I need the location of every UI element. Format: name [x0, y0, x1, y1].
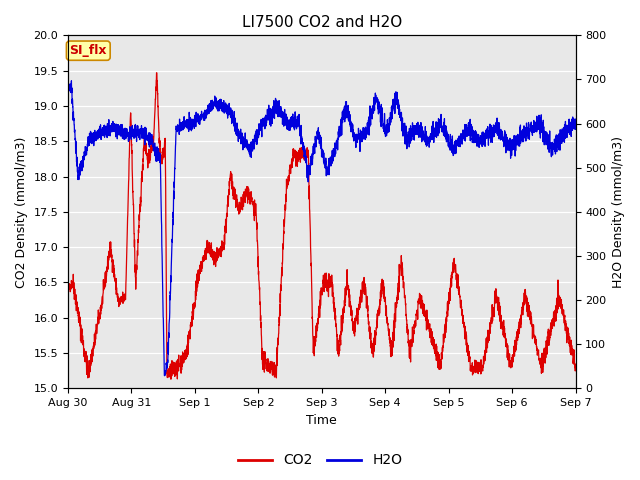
CO2: [152, 87, 160, 93]
Text: SI_flx: SI_flx: [70, 44, 107, 57]
Legend: CO2, H2O: CO2, H2O: [232, 448, 408, 473]
X-axis label: Time: Time: [307, 414, 337, 427]
Y-axis label: H2O Density (mmol/m3): H2O Density (mmol/m3): [612, 136, 625, 288]
Line: H2O: H2O: [68, 81, 575, 376]
CO2: [281, 206, 289, 212]
H2O: [508, 145, 515, 151]
CO2: [508, 358, 515, 364]
CO2: [64, 285, 72, 291]
H2O: [64, 90, 72, 96]
H2O: [161, 373, 168, 379]
CO2: [153, 70, 161, 76]
CO2: [122, 280, 130, 286]
H2O: [152, 158, 160, 164]
CO2: [167, 376, 175, 382]
H2O: [562, 128, 570, 134]
CO2: [562, 321, 570, 327]
H2O: [281, 111, 289, 117]
CO2: [572, 365, 579, 371]
Title: LI7500 CO2 and H2O: LI7500 CO2 and H2O: [242, 15, 402, 30]
H2O: [68, 78, 76, 84]
H2O: [122, 127, 130, 133]
Line: CO2: CO2: [68, 73, 575, 379]
H2O: [259, 120, 267, 126]
H2O: [572, 126, 579, 132]
CO2: [259, 360, 267, 366]
Y-axis label: CO2 Density (mmol/m3): CO2 Density (mmol/m3): [15, 136, 28, 288]
